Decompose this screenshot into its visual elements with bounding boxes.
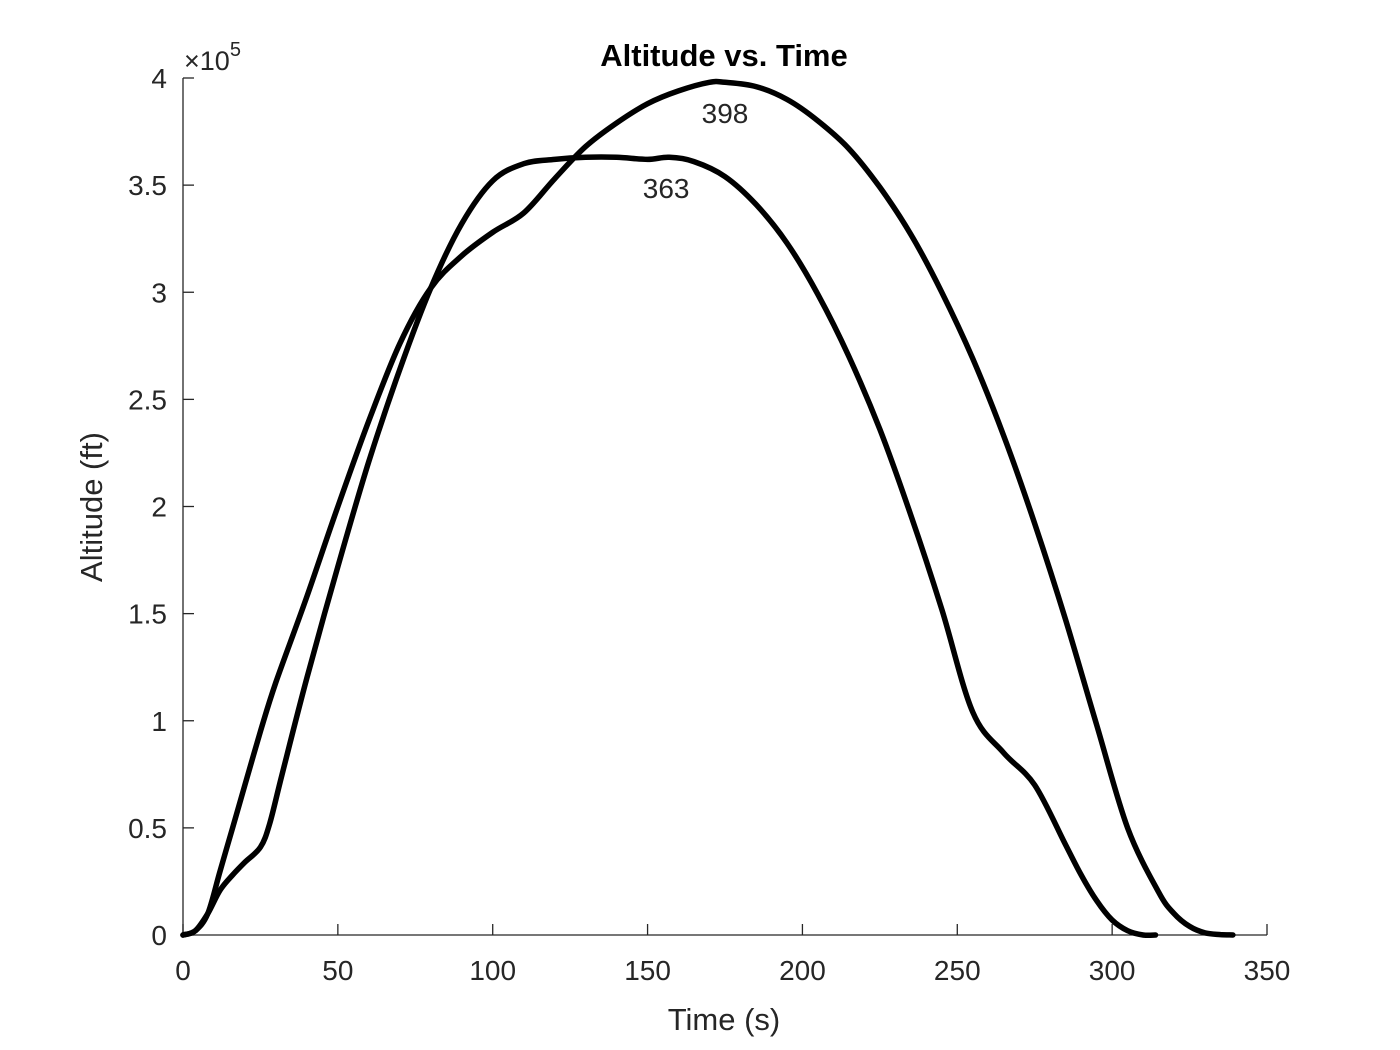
x-tick-label: 300 — [1089, 955, 1136, 986]
y-tick-label: 0 — [151, 920, 167, 951]
x-tick-label: 0 — [175, 955, 191, 986]
multiplier-base: ×10 — [184, 46, 230, 76]
y-tick-label: 3 — [151, 277, 167, 308]
peak-annotation: 363 — [643, 173, 690, 204]
multiplier-exponent: 5 — [230, 39, 241, 61]
x-axis-label: Time (s) — [668, 1002, 781, 1037]
y-axis-label: Altitude (ft) — [74, 432, 109, 582]
chart-title: Altitude vs. Time — [600, 38, 848, 73]
peak-annotation: 398 — [702, 98, 749, 129]
x-tick-label: 100 — [469, 955, 516, 986]
y-tick-label: 0.5 — [128, 813, 167, 844]
x-tick-label: 250 — [934, 955, 981, 986]
series-line-2 — [180, 78, 1236, 938]
x-tick-label: 150 — [624, 955, 671, 986]
y-tick-label: 2 — [151, 492, 167, 523]
labels-group: 0 50 100 150 200 250 300 350 0 0.5 1 1.5 2 2.5 3 3.5 4 39… — [128, 63, 1290, 986]
y-axis-multiplier: ×105 — [184, 39, 241, 76]
x-tick-label: 350 — [1244, 955, 1291, 986]
y-tick-label: 3.5 — [128, 170, 167, 201]
x-tick-label: 50 — [322, 955, 353, 986]
y-tick-label: 4 — [151, 63, 167, 94]
series-line-1 — [180, 154, 1159, 939]
y-tick-label: 1 — [151, 706, 167, 737]
x-tick-label: 200 — [779, 955, 826, 986]
y-tick-label: 1.5 — [128, 599, 167, 630]
y-tick-label: 2.5 — [128, 384, 167, 415]
axes — [182, 77, 1268, 936]
series-group — [180, 78, 1236, 939]
